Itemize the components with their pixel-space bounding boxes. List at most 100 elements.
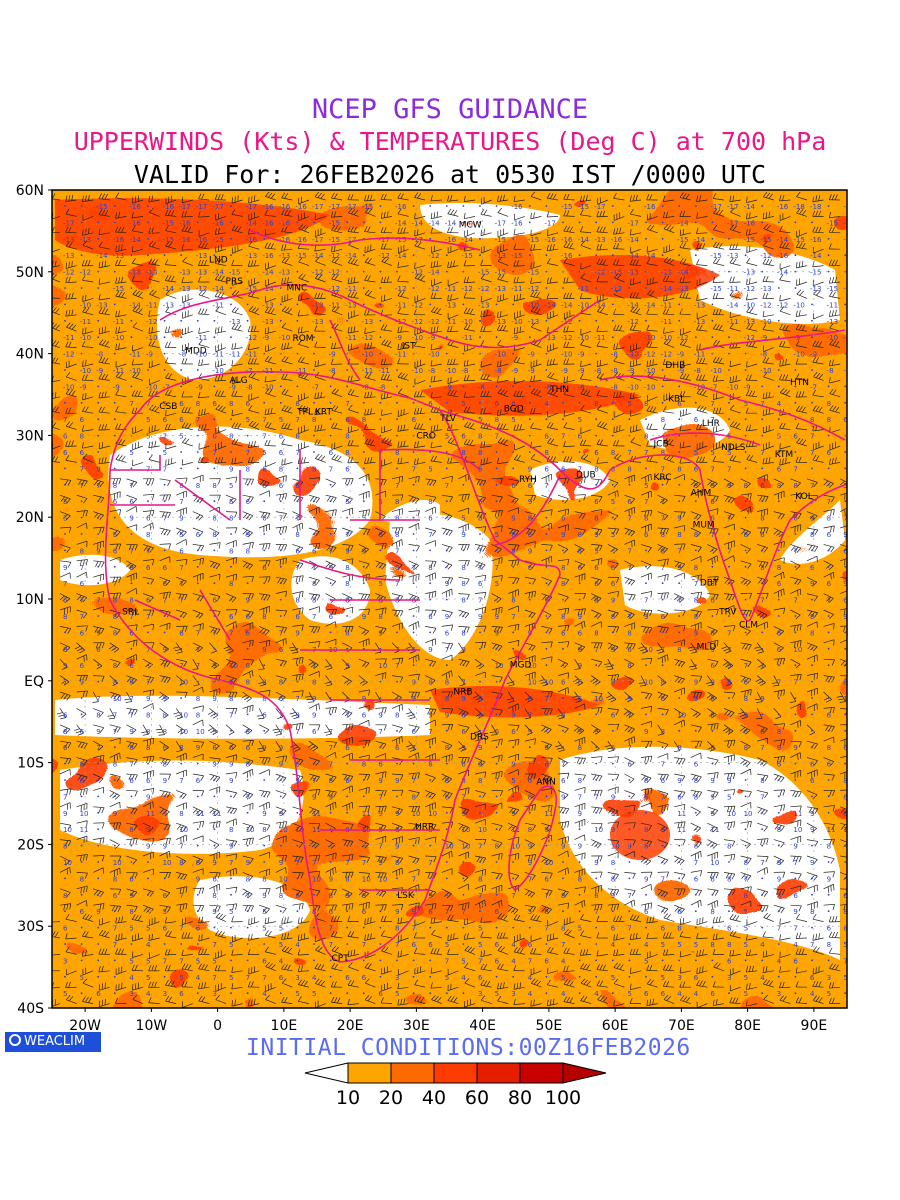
wind-barb [629, 229, 642, 236]
wind-barb [397, 227, 409, 234]
wind-barb-feather [782, 194, 785, 201]
wind-barb-shaft [165, 214, 177, 217]
wind-barb [298, 224, 310, 234]
wind-barb-shaft [98, 198, 110, 201]
wind-barb-feather [49, 227, 52, 232]
wind-barb-feather [380, 193, 384, 200]
wind-barb [181, 196, 193, 204]
wind-barb-feather [198, 241, 202, 248]
wind-barb-shaft [430, 199, 442, 202]
wind-barb-shaft [514, 216, 525, 221]
wind-barb-feather [712, 193, 717, 199]
wind-barb-feather [65, 195, 68, 202]
wind-barb-feather [447, 208, 452, 214]
wind-barb [165, 241, 177, 250]
wind-barb-shaft [132, 248, 144, 253]
wind-barb-shaft [115, 216, 127, 219]
wind-barb-feather [115, 245, 117, 252]
wind-barb-feather [530, 191, 536, 197]
wind-barb-feather [397, 208, 402, 214]
wind-barb-feather [582, 195, 585, 202]
wind-barb-shaft [364, 199, 376, 202]
wind-barb [115, 211, 127, 219]
wind-barb-feather [646, 224, 652, 230]
wind-barb [530, 191, 542, 201]
wind-barb [231, 209, 243, 217]
wind-barb [248, 241, 260, 250]
wind-barb [181, 211, 193, 218]
wind-barb [746, 212, 758, 220]
wind-barb-feather [68, 195, 71, 202]
wind-barb [796, 191, 808, 201]
wind-barb-feather [779, 225, 783, 232]
wind-barb-shaft [563, 230, 575, 234]
wind-barb [82, 227, 94, 236]
wind-barb-feather [65, 241, 70, 247]
wind-barb-feather [181, 211, 184, 218]
wind-barb-feather [367, 226, 371, 233]
wind-barb-shaft [464, 216, 476, 220]
wind-barb [82, 214, 94, 221]
wind-barb-feather [334, 193, 338, 199]
wind-barb-feather [397, 192, 402, 199]
wind-barb-shaft [713, 229, 725, 234]
wind-barb-feather [450, 195, 453, 202]
wind-barb-feather [98, 209, 103, 215]
wind-barb-shaft [215, 248, 227, 253]
wind-barb-feather [247, 228, 251, 235]
wind-barb [530, 229, 542, 237]
wind-barb [580, 209, 592, 217]
wind-barb-feather [619, 227, 622, 234]
wind-barb-shaft [231, 199, 243, 204]
wind-barb-shaft [713, 213, 725, 217]
wind-barb-shaft [52, 216, 61, 220]
wind-barb-feather [685, 193, 690, 200]
wind-barb-shaft [614, 216, 625, 221]
wind-barb-feather [483, 228, 485, 235]
wind-barb-feather [104, 210, 109, 216]
wind-barb-feather [463, 195, 466, 202]
wind-barb-feather [386, 211, 389, 218]
wind-barb-feather [49, 262, 50, 268]
wind-barb-feather [746, 213, 748, 220]
wind-barb [696, 212, 708, 219]
wind-barb [447, 208, 459, 217]
wind-barb-shaft [132, 216, 144, 219]
wind-barb-shaft [364, 231, 376, 234]
wind-barb-shaft [198, 246, 210, 250]
wind-barb-feather [383, 194, 387, 200]
wind-barb-shaft [165, 230, 177, 234]
wind-barb-shaft [149, 245, 160, 250]
wind-barb-feather [579, 226, 584, 232]
wind-barb-feather [231, 225, 236, 231]
wind-barb-feather [165, 225, 169, 231]
wind-barb-shaft [98, 214, 110, 217]
wind-barb-shaft [597, 199, 608, 205]
wind-barb-feather [585, 194, 588, 201]
wind-barb-feather [115, 192, 120, 198]
wind-barb-feather [713, 208, 718, 214]
wind-barb [746, 196, 758, 203]
wind-barb-feather [433, 212, 436, 219]
wind-barb-shaft [497, 212, 509, 217]
wind-barb [148, 240, 160, 250]
wind-barb-feather [662, 212, 665, 219]
wind-barb-feather [347, 194, 351, 200]
wind-barb-feather [284, 244, 287, 251]
wind-barb [463, 195, 476, 202]
wind-barb-shaft [812, 199, 824, 203]
wind-barb [480, 197, 492, 205]
wind-barb-feather [187, 226, 192, 233]
wind-barb-feather [267, 242, 271, 249]
wind-barb-feather [746, 196, 748, 203]
wind-barb [298, 212, 310, 221]
wind-barb-feather [602, 210, 606, 217]
wind-barb-feather [132, 246, 134, 253]
wind-barb-shaft [414, 232, 426, 237]
wind-barb-shaft [348, 212, 359, 217]
wind-barb-feather [151, 195, 154, 202]
wind-barb-shaft [82, 232, 94, 236]
wind-barb [131, 212, 144, 219]
wind-barb-feather [214, 228, 217, 235]
wind-barb [463, 212, 476, 220]
